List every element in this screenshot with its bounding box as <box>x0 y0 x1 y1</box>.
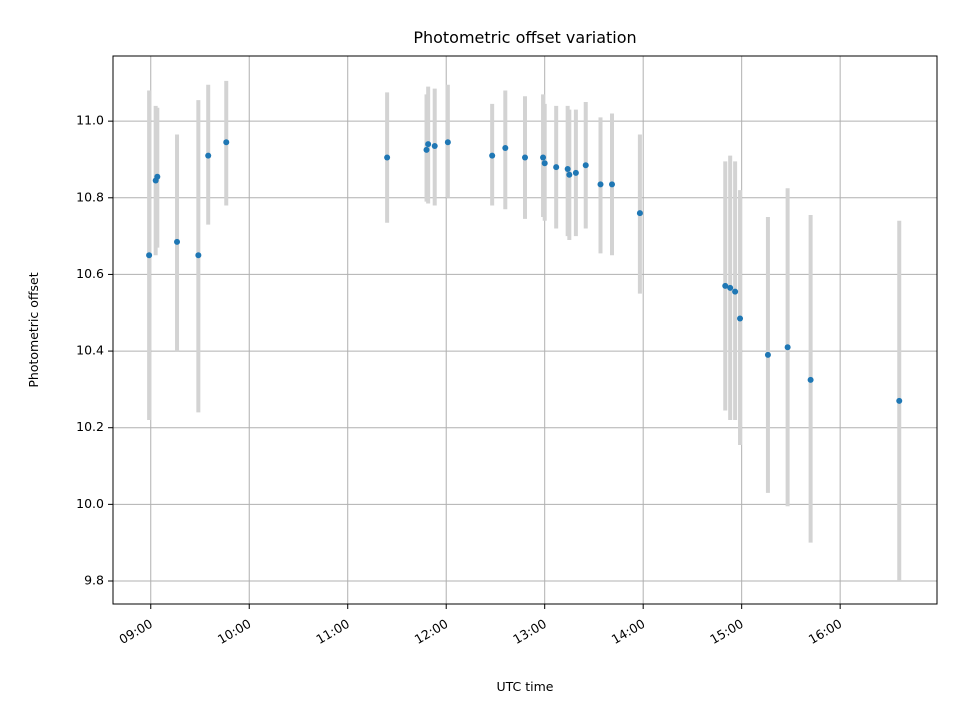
data-point <box>582 162 589 169</box>
x-tick-label: 14:00 <box>609 616 648 647</box>
data-point <box>444 139 451 146</box>
data-point <box>572 169 579 176</box>
data-point <box>608 181 615 188</box>
data-point <box>807 376 814 383</box>
data-point <box>223 139 230 146</box>
data-point <box>764 351 771 358</box>
y-tick-label: 10.4 <box>76 343 104 358</box>
data-point <box>174 238 181 245</box>
data-point <box>553 164 560 171</box>
data-point <box>727 284 734 291</box>
y-tick-label: 10.6 <box>76 266 104 281</box>
x-tick-label: 15:00 <box>707 616 746 647</box>
data-point <box>431 143 438 150</box>
data-point <box>502 144 509 151</box>
data-point <box>732 288 739 295</box>
data-point <box>566 171 573 178</box>
x-tick-label: 13:00 <box>510 616 549 647</box>
y-tick-label: 10.2 <box>76 419 104 434</box>
data-point <box>597 181 604 188</box>
data-point <box>784 344 791 351</box>
y-tick-label: 9.8 <box>84 573 104 588</box>
y-axis-label: Photometric offset <box>26 272 41 387</box>
data-point <box>636 210 643 217</box>
data-point <box>146 252 153 259</box>
x-tick-label: 12:00 <box>412 616 451 647</box>
x-axis-ticks: 09:00 10:00 11:00 12:00 13:00 14:00 15:00 16:00 <box>116 604 844 647</box>
x-tick-label: 10:00 <box>215 616 254 647</box>
data-point <box>540 154 547 161</box>
data-point <box>384 154 391 161</box>
data-point <box>205 152 212 159</box>
x-tick-label: 09:00 <box>116 616 155 647</box>
data-point <box>423 146 430 153</box>
data-point <box>425 141 432 148</box>
point-layer <box>146 139 903 404</box>
plot-frame <box>112 55 938 605</box>
data-point <box>489 152 496 159</box>
data-point <box>541 160 548 167</box>
data-point <box>195 252 202 259</box>
x-tick-label: 16:00 <box>806 616 845 647</box>
x-axis-label: UTC time <box>497 679 554 694</box>
x-tick-label: 11:00 <box>313 616 352 647</box>
y-tick-label: 10.0 <box>76 496 104 511</box>
chart-title: Photometric offset variation <box>413 28 636 47</box>
data-point <box>564 166 571 173</box>
data-point <box>737 315 744 322</box>
data-point <box>896 397 903 404</box>
y-tick-label: 11.0 <box>76 113 104 128</box>
y-tick-label: 10.8 <box>76 189 104 204</box>
data-point <box>722 282 729 289</box>
y-axis-ticks: 9.8 10.0 10.2 10.4 10.6 10.8 11.0 <box>76 113 113 588</box>
data-point <box>154 173 161 180</box>
data-point <box>522 154 528 161</box>
